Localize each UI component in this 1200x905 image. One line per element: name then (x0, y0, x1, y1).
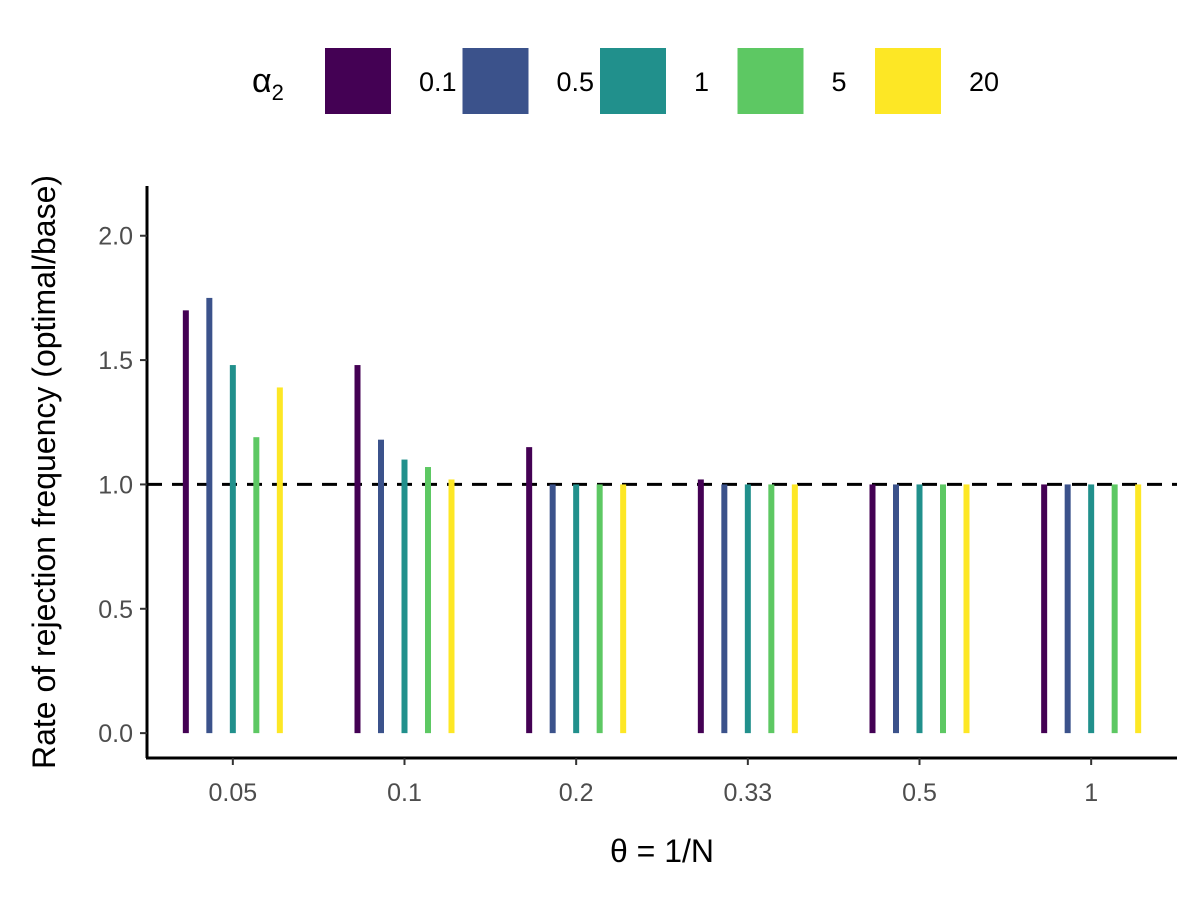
legend-title: α2 (252, 62, 284, 105)
legend-key-5 (737, 48, 804, 114)
bar-series-1-0.2 (573, 484, 580, 734)
x-tick-label: 0.33 (723, 779, 772, 807)
legend-label-0.1: 0.1 (419, 67, 457, 97)
x-tick-label: 0.2 (559, 779, 594, 807)
bar-series-0.5-0.33 (721, 484, 728, 734)
bar-series-1-0.05 (229, 365, 236, 734)
y-axis-ticks: 0.0 0.5 1.0 1.5 2.0 (98, 223, 147, 748)
bar-series-20-0.5 (963, 484, 970, 734)
bar-series-0.5-1 (1064, 484, 1071, 734)
bar-series-5-0.05 (253, 437, 260, 734)
bar-series-0.5-0.5 (893, 484, 899, 734)
legend-key-1 (600, 48, 666, 114)
legend-label-0.5: 0.5 (557, 67, 595, 97)
legend-label-20: 20 (969, 67, 999, 97)
bar-series-5-0.2 (596, 484, 603, 734)
bar-series-0.1-0.1 (354, 365, 361, 734)
bar-series-20-0.05 (276, 387, 283, 734)
bar-series-0.5-0.2 (549, 484, 556, 734)
bar-series-0.1-0.2 (526, 447, 533, 734)
bar-series-0.1-1 (1041, 484, 1048, 734)
legend-label-1: 1 (694, 67, 709, 97)
bar-series-20-0.2 (620, 484, 627, 734)
legend: α2 0.1 0.5 1 5 20 (252, 48, 999, 114)
y-tick-label: 0.0 (98, 720, 133, 748)
x-tick-label: 0.05 (208, 779, 257, 807)
y-tick-label: 1.5 (98, 347, 133, 375)
bar-series-1-0.33 (744, 484, 751, 734)
y-axis-title: Rate of rejection frequency (optimal/bas… (26, 175, 62, 769)
bar-series-1-1 (1088, 484, 1095, 734)
bar-series-0.1-0.05 (182, 310, 189, 734)
x-tick-label: 0.5 (902, 779, 937, 807)
bar-series-1-0.1 (401, 459, 408, 734)
legend-key-0.1 (325, 48, 391, 114)
bar-series-0.1-0.5 (869, 484, 876, 734)
x-axis-ticks: 0.05 0.1 0.2 0.33 0.5 1 (208, 758, 1098, 807)
bar-series-5-0.33 (768, 484, 775, 734)
bar-series-0.1-0.33 (697, 479, 704, 734)
bars (182, 297, 1142, 734)
y-tick-label: 0.5 (98, 596, 133, 624)
bar-series-0.5-0.1 (378, 439, 384, 734)
bar-series-20-1 (1135, 484, 1142, 734)
bar-series-20-0.33 (791, 484, 798, 734)
x-axis-title: θ = 1/N (610, 833, 714, 869)
legend-key-0.5 (462, 48, 529, 114)
bar-series-0.5-0.05 (206, 297, 213, 734)
x-tick-label: 0.1 (387, 779, 422, 807)
legend-label-5: 5 (832, 67, 847, 97)
y-tick-label: 1.0 (98, 471, 133, 499)
x-tick-label: 1 (1084, 779, 1098, 807)
bar-series-5-1 (1111, 484, 1118, 734)
bar-series-1-0.5 (916, 484, 923, 734)
bar-series-5-0.1 (425, 467, 431, 734)
bar-series-5-0.5 (940, 484, 946, 734)
legend-key-20 (875, 48, 941, 114)
y-tick-label: 2.0 (98, 223, 133, 251)
bar-series-20-0.1 (448, 479, 455, 734)
